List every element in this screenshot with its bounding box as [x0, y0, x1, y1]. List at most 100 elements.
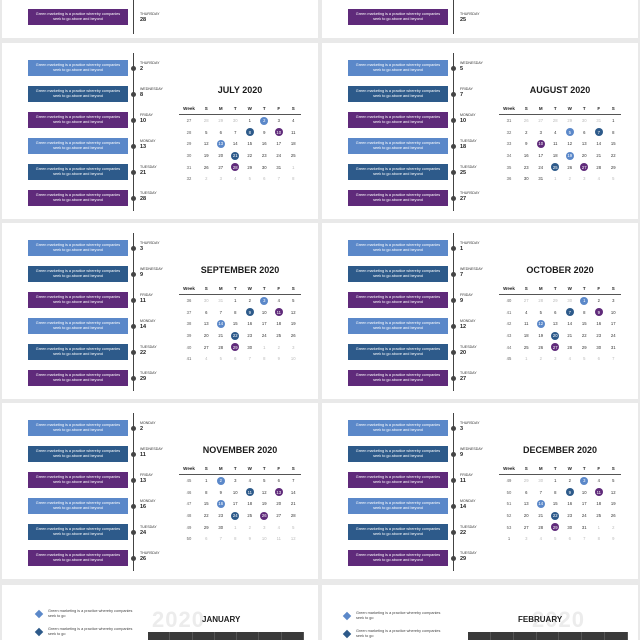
calendar-day: 25: [519, 343, 534, 352]
event-day-number: 20: [460, 350, 467, 356]
calendar-day: 19: [534, 331, 549, 340]
weekday-header: M: [218, 106, 223, 111]
day-number: 14: [567, 321, 573, 327]
day-number: 4: [539, 536, 542, 542]
day-number: 24: [232, 513, 238, 519]
calendar-day-highlighted: 5: [563, 128, 578, 137]
day-number: 16: [247, 321, 253, 327]
day-number: 4: [525, 309, 528, 315]
event-date: FRIDAY 10: [140, 113, 180, 124]
day-number: 30: [567, 298, 573, 304]
day-number: 11: [596, 489, 601, 495]
calendar-day: 18: [286, 139, 301, 148]
week-column-header: Week: [183, 466, 195, 471]
day-number: 4: [277, 298, 280, 304]
day-number: 5: [219, 356, 222, 362]
event-bar: Green marketing is a practice whereby co…: [28, 498, 128, 514]
calendar-day: 19: [286, 319, 301, 328]
event-dow: THURSDAY: [460, 12, 480, 16]
calendar-day: 25: [286, 151, 301, 160]
timeline-line: [453, 413, 454, 571]
event-bar: Green marketing is a practice whereby co…: [348, 446, 448, 462]
day-number: 1: [234, 524, 237, 530]
day-number: 5: [292, 298, 295, 304]
day-highlight-circle: [216, 319, 225, 328]
timeline-dot: [131, 92, 136, 97]
day-number: 26: [610, 513, 616, 519]
calendar-day: 26: [534, 343, 549, 352]
calendar-day-highlighted: 7: [563, 308, 578, 317]
timeline-line: [133, 53, 134, 211]
day-number: 2: [612, 524, 615, 530]
day-number: 30: [538, 478, 544, 484]
calendar-day: 8: [286, 174, 301, 183]
event-bar: Green marketing is a practice whereby co…: [348, 240, 448, 256]
event-bar: Green marketing is a practice whereby co…: [28, 60, 128, 76]
calendar-week-row: 37 6 7 8 9 10 11 12: [179, 307, 301, 319]
timeline-line: [133, 233, 134, 391]
event-bar: Green marketing is a practice whereby co…: [348, 60, 448, 76]
month-calendar: Week S M T W T F S 27 28 29 30 1 2 3 4 28 5 6 7 8 9 10 11 29 12 13…: [179, 104, 301, 185]
calendar-day: 31: [214, 296, 229, 305]
timeline-dot: [451, 246, 456, 251]
calendar-day: 2: [243, 296, 258, 305]
day-number: 11: [276, 536, 281, 542]
calendar-day: 28: [592, 163, 607, 172]
calendar-day: 1: [199, 476, 214, 485]
calendar-day: 25: [243, 511, 258, 520]
calendar-day: 30: [563, 296, 578, 305]
week-number: 37: [186, 309, 192, 315]
day-highlight-circle: [245, 308, 254, 317]
calendar-day: 3: [257, 523, 272, 532]
weekday-header: M: [538, 106, 543, 111]
event-bar: Green marketing is a practice whereby co…: [348, 190, 448, 206]
timeline-dot: [451, 350, 456, 355]
calendar-week-row: 46 8 9 10 11 12 13 14: [179, 487, 301, 499]
day-highlight-circle: [536, 499, 545, 508]
timeline-dot: [451, 144, 456, 149]
day-number: 30: [581, 118, 587, 124]
event-dow: TUESDAY: [460, 371, 477, 375]
day-number: 20: [276, 501, 282, 507]
day-number: 27: [581, 164, 587, 170]
calendar-day: 14: [563, 319, 578, 328]
calendar-week-row: 32 2 3 4 5 6 7 8: [499, 127, 621, 139]
week-number: 50: [506, 489, 512, 495]
day-number: 6: [205, 309, 208, 315]
event-bar: Green marketing is a practice whereby co…: [348, 524, 448, 540]
day-number: 28: [203, 118, 209, 124]
week-number: 50: [186, 536, 192, 542]
day-number: 1: [554, 478, 557, 484]
week-number: 44: [506, 344, 512, 350]
calendar-day: 24: [577, 511, 592, 520]
event-day-number: 11: [140, 452, 146, 458]
day-number: 2: [248, 298, 251, 304]
calendar-day: 10: [286, 354, 301, 363]
calendar-day: 2: [563, 476, 578, 485]
day-number: 12: [538, 321, 544, 327]
day-number: 28: [596, 164, 602, 170]
event-day-number: 11: [140, 298, 146, 304]
calendar-day: 1: [606, 116, 621, 125]
day-highlight-circle: [580, 296, 589, 305]
calendar-day: 7: [214, 308, 229, 317]
event-date: TUESDAY 29: [140, 371, 180, 382]
day-number: 10: [261, 309, 267, 315]
day-number: 12: [261, 489, 267, 495]
day-number: 24: [581, 513, 587, 519]
day-number: 22: [610, 153, 616, 159]
day-highlight-circle: [551, 523, 560, 532]
calendar-day: 13: [199, 319, 214, 328]
calendar-day: 27: [214, 163, 229, 172]
day-number: 7: [292, 478, 295, 484]
week-number: 52: [506, 513, 512, 519]
day-number: 12: [290, 309, 296, 315]
calendar-day: 7: [272, 174, 287, 183]
day-number: 6: [554, 309, 557, 315]
day-number: 15: [232, 321, 238, 327]
day-highlight-circle: [260, 296, 269, 305]
week-number: 30: [186, 153, 192, 159]
week-column-header: Week: [183, 106, 195, 111]
day-number: 1: [612, 118, 615, 124]
day-number: 22: [203, 513, 209, 519]
